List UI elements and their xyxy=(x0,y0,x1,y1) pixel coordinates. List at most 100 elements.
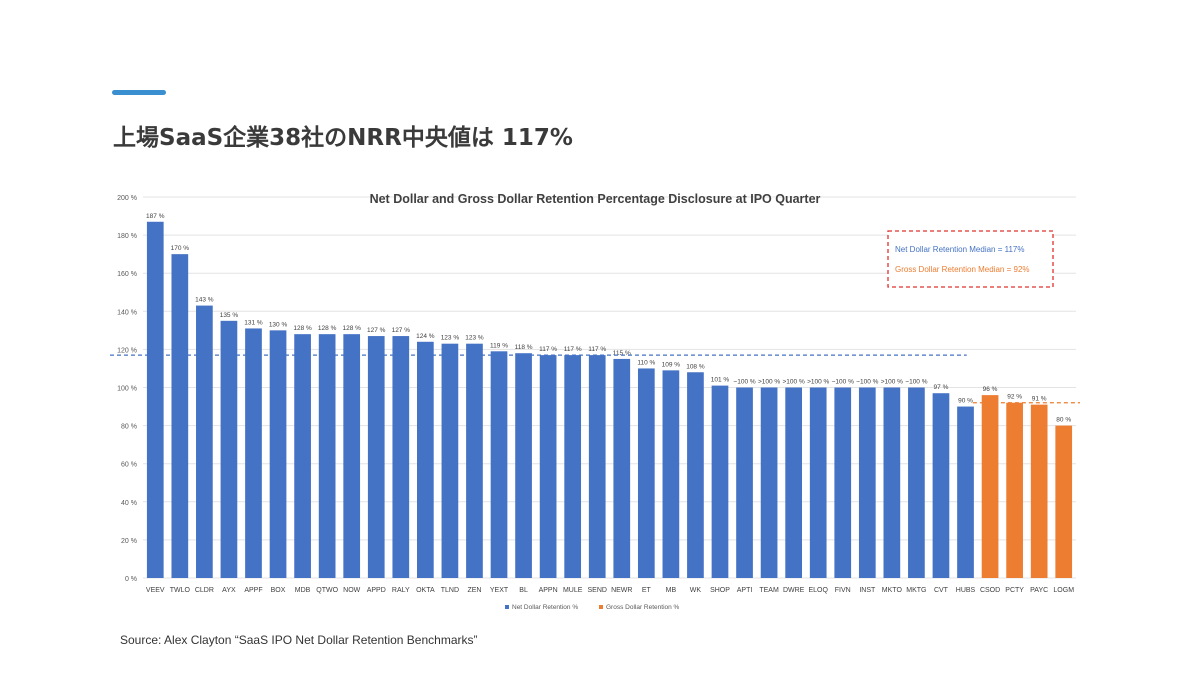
data-label: 110 % xyxy=(637,359,655,366)
data-label: ~100 % xyxy=(905,379,927,386)
data-label: 130 % xyxy=(269,321,288,328)
bar-fivn xyxy=(834,387,852,578)
data-label: 127 % xyxy=(392,327,411,334)
bar-send xyxy=(588,355,606,578)
data-label: ~100 % xyxy=(856,379,878,386)
x-tick-label: ELOQ xyxy=(808,587,828,594)
x-tick-label: WK xyxy=(690,587,702,594)
y-tick-label: 0 % xyxy=(125,576,137,583)
y-tick-label: 40 % xyxy=(121,500,137,507)
data-label: 187 % xyxy=(146,213,165,220)
bar-appf xyxy=(245,328,262,578)
x-tick-label: CVT xyxy=(934,587,949,594)
bar-mkto xyxy=(883,387,901,578)
x-tick-label: PAYC xyxy=(1030,587,1048,594)
x-tick-label: RALY xyxy=(392,587,410,594)
title-accent-bar xyxy=(112,90,166,95)
data-label: 91 % xyxy=(1032,396,1047,403)
data-label: >100 % xyxy=(881,379,903,386)
x-tick-label: NOW xyxy=(343,587,361,594)
data-label: 108 % xyxy=(686,363,705,370)
data-label: 92 % xyxy=(1007,394,1022,401)
bar-qtwo xyxy=(318,334,336,578)
x-tick-label: MKTG xyxy=(906,587,926,594)
y-tick-label: 100 % xyxy=(117,386,137,393)
x-tick-label: NEWR xyxy=(611,587,632,594)
x-tick-label: PCTY xyxy=(1005,587,1024,594)
bar-wk xyxy=(687,372,704,578)
bar-appd xyxy=(367,336,385,578)
x-tick-label: AYX xyxy=(222,587,236,594)
bar-veev xyxy=(146,221,164,578)
x-tick-label: BOX xyxy=(271,587,286,594)
bar-logm xyxy=(1055,425,1073,578)
bar-cldr xyxy=(196,305,213,578)
x-tick-label: OKTA xyxy=(416,587,435,594)
legend-swatch-net xyxy=(505,605,509,609)
y-tick-label: 20 % xyxy=(121,538,137,545)
bar-mb xyxy=(662,370,680,578)
legend-swatch-gross xyxy=(599,605,603,609)
data-label: 123 % xyxy=(465,335,484,342)
y-tick-label: 60 % xyxy=(121,462,137,469)
data-label: ~100 % xyxy=(832,379,854,386)
chart-svg: 0 % 20 % 40 % 60 % 80 % 100 % 120 % 140 % 160 % 1… xyxy=(110,192,1080,611)
bar-ayx xyxy=(220,320,238,578)
bar-csod xyxy=(981,395,999,578)
bar-dwre xyxy=(785,387,802,578)
bar-cvt xyxy=(932,393,950,578)
x-tick-label: SHOP xyxy=(710,587,730,594)
bar-shop xyxy=(711,385,729,578)
data-label: >100 % xyxy=(807,379,829,386)
data-label: 128 % xyxy=(342,325,361,332)
x-tick-label: TLND xyxy=(441,587,459,594)
retention-bar-chart: 0 % 20 % 40 % 60 % 80 % 100 % 120 % 140 % 160 % 1… xyxy=(110,186,1085,616)
x-tick-label: SEND xyxy=(587,587,606,594)
x-tick-label: APPF xyxy=(244,587,262,594)
x-tick-label: LOGM xyxy=(1053,587,1074,594)
data-label: 90 % xyxy=(958,398,973,405)
bar-et xyxy=(637,368,655,578)
data-label: 123 % xyxy=(441,335,460,342)
y-tick-label: 180 % xyxy=(117,233,137,240)
median-label-net: Net Dollar Retention Median = 117% xyxy=(895,245,1024,254)
x-tick-label: HUBS xyxy=(956,587,976,594)
x-tick-label: MB xyxy=(666,587,677,594)
x-tick-label: YEXT xyxy=(490,587,509,594)
legend-label-gross: Gross Dollar Retention % xyxy=(606,604,680,611)
data-label: 128 % xyxy=(293,325,312,332)
y-tick-label: 200 % xyxy=(117,195,137,202)
y-tick-label: 160 % xyxy=(117,271,137,278)
median-label-gross: Gross Dollar Retention Median = 92% xyxy=(895,265,1030,274)
x-tick-label: CLDR xyxy=(195,587,214,594)
bar-hubs xyxy=(957,406,974,578)
bar-okta xyxy=(417,341,434,578)
bar-bl xyxy=(515,353,532,578)
bar-inst xyxy=(858,387,876,578)
x-tick-label: APTI xyxy=(737,587,753,594)
source-note: Source: Alex Clayton “SaaS IPO Net Dolla… xyxy=(120,633,478,647)
bar-raly xyxy=(392,336,410,578)
x-tick-label: CSOD xyxy=(980,587,1000,594)
data-label: 118 % xyxy=(515,344,533,351)
bar-team xyxy=(760,387,778,578)
bar-apti xyxy=(736,387,753,578)
legend-label-net: Net Dollar Retention % xyxy=(512,604,578,611)
data-label: >100 % xyxy=(783,379,805,386)
data-label: 117 % xyxy=(588,346,606,353)
x-tick-label: APPN xyxy=(539,587,558,594)
chart-title: Net Dollar and Gross Dollar Retention Pe… xyxy=(370,192,821,206)
slide-title: 上場SaaS企業38社のNRR中央値は 117% xyxy=(113,125,573,151)
data-label: 135 % xyxy=(220,312,239,319)
data-label: 117 % xyxy=(539,346,557,353)
x-tick-label: ZEN xyxy=(467,587,481,594)
bar-yext xyxy=(490,351,508,578)
data-label: 109 % xyxy=(662,361,681,368)
median-annotation-box xyxy=(887,230,1054,288)
x-tick-label: DWRE xyxy=(783,587,805,594)
x-tick-label: INST xyxy=(859,587,876,594)
bar-appn xyxy=(539,355,557,578)
x-tick-label: QTWO xyxy=(316,587,338,594)
y-tick-label: 120 % xyxy=(117,347,137,354)
bar-eloq xyxy=(809,387,827,578)
